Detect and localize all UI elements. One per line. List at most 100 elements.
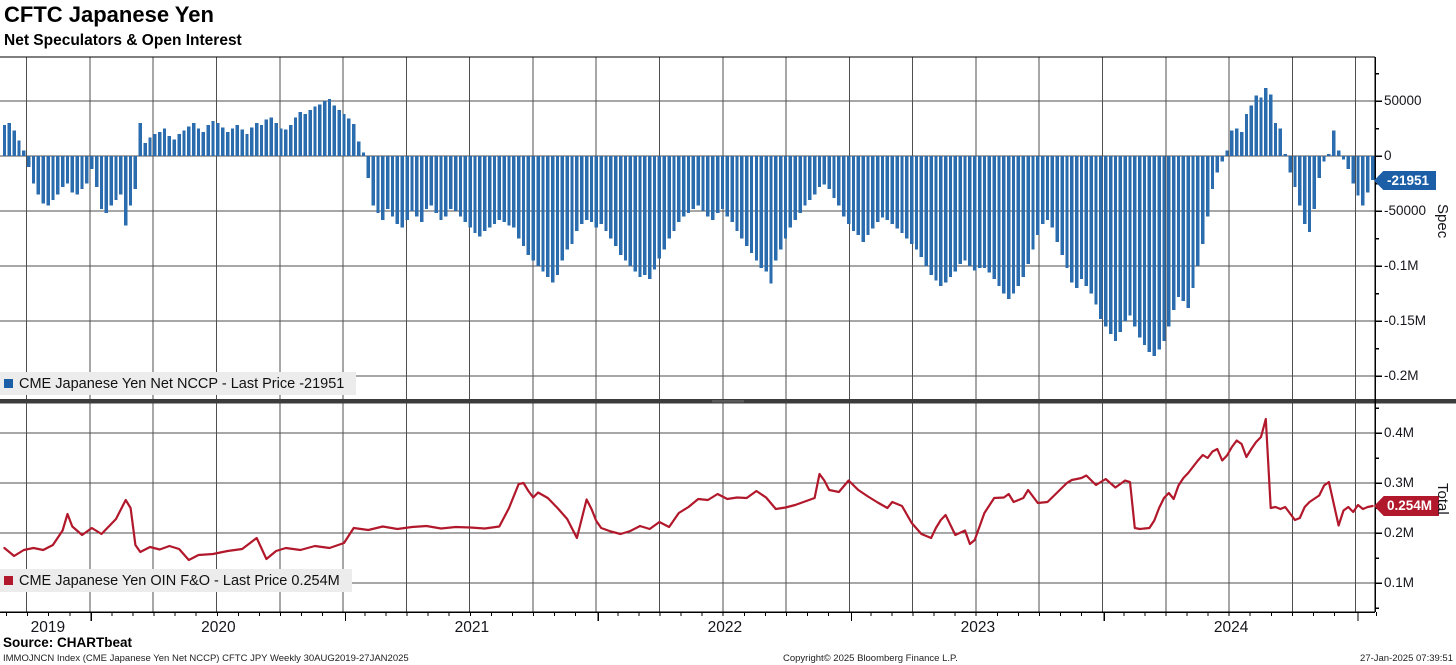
bar-week: [1147, 156, 1152, 352]
bar-week: [390, 156, 395, 217]
bar-week: [259, 125, 264, 156]
bar-week: [284, 129, 288, 156]
bar-week: [148, 137, 152, 156]
open-interest-line[interactable]: [3, 417, 1374, 562]
bar-week: [929, 156, 933, 275]
bar-week: [250, 127, 254, 156]
source-label: Source: CHARTbeat: [3, 635, 133, 650]
bar-week: [1283, 153, 1287, 156]
bar-week: [735, 156, 739, 231]
bar-week: [696, 156, 700, 206]
bar-week: [264, 119, 269, 156]
bar-week: [507, 156, 511, 226]
legend-spec[interactable]: CME Japanese Yen Net NCCP - Last Price -…: [0, 372, 357, 395]
bar-week: [41, 156, 45, 204]
bar-week: [162, 128, 167, 156]
bar-week: [458, 156, 463, 217]
bar-week: [948, 156, 953, 277]
bar-week: [618, 156, 623, 255]
legend-total[interactable]: CME Japanese Yen OIN F&O - Last Price 0.…: [0, 569, 352, 592]
bar-week: [536, 156, 540, 266]
bar-week: [1220, 156, 1224, 162]
bar-week: [1293, 156, 1297, 187]
bar-week: [1128, 156, 1132, 316]
bar-week: [1322, 156, 1326, 162]
bar-week: [1196, 156, 1200, 266]
x-year-label: 2022: [707, 619, 743, 636]
bar-week: [1351, 156, 1355, 184]
bar-week: [517, 156, 521, 239]
bar-week: [1011, 156, 1016, 294]
bar-week: [386, 156, 390, 209]
bar-week: [487, 156, 492, 228]
bar-week: [715, 156, 720, 214]
y-tick-label: 0.3M: [1384, 475, 1415, 490]
bar-week: [725, 156, 729, 217]
bar-week: [158, 131, 162, 156]
bar-week: [749, 156, 754, 253]
x-year-label: 2023: [960, 619, 996, 636]
net-position-bars[interactable]: [2, 87, 1375, 357]
bar-week: [318, 104, 322, 156]
bar-week: [871, 156, 875, 229]
bar-week: [201, 131, 206, 156]
bar-week: [866, 156, 870, 236]
bar-week: [846, 156, 851, 225]
bar-week: [1288, 156, 1292, 173]
bar-week: [1249, 105, 1253, 156]
bar-week: [1210, 156, 1215, 189]
bar-week: [774, 156, 778, 261]
bar-week: [352, 124, 356, 156]
x-year-label: 2024: [1213, 619, 1249, 636]
bar-week: [977, 156, 982, 269]
bar-week: [439, 156, 443, 220]
bar-week: [99, 156, 104, 209]
bar-week: [1079, 156, 1084, 280]
bar-week: [444, 156, 448, 217]
last-price-badge-total: 0.254M: [1374, 496, 1440, 516]
y-tick-label: 0.4M: [1384, 425, 1415, 440]
bar-week: [1278, 128, 1283, 156]
ticker-info: IMMOJNCN Index (CME Japanese Yen Net NCC…: [3, 653, 409, 664]
bar-week: [711, 156, 715, 220]
bar-week: [1138, 156, 1142, 338]
bar-week: [424, 156, 429, 209]
bar-week: [478, 156, 482, 237]
bar-week: [85, 156, 89, 184]
bar-week: [555, 156, 560, 275]
bar-week: [361, 152, 366, 156]
bar-week: [560, 156, 565, 261]
legend-swatch-blue-icon: [4, 379, 13, 388]
bar-week: [822, 156, 827, 185]
bar-week: [1152, 156, 1156, 357]
x-year-label: 2020: [201, 619, 236, 636]
bar-week: [342, 114, 346, 156]
bar-week: [298, 112, 303, 156]
bar-week: [565, 156, 569, 250]
bar-week: [900, 156, 904, 233]
timestamp: 27-Jan-2025 07:39:51: [1360, 653, 1453, 664]
divider-drag-handle-icon[interactable]: [712, 400, 744, 403]
bar-week: [395, 156, 400, 225]
bar-week: [667, 156, 671, 239]
bar-week: [958, 156, 962, 264]
bar-week: [1361, 156, 1365, 206]
bar-week: [589, 156, 594, 222]
page-subtitle: Net Speculators & Open Interest: [4, 32, 242, 49]
bar-week: [7, 123, 11, 156]
bar-week: [128, 156, 133, 206]
bar-week: [453, 156, 458, 211]
bar-week: [245, 134, 249, 156]
bar-week: [143, 142, 147, 156]
bar-week: [497, 156, 501, 220]
bar-week: [1002, 156, 1006, 294]
bar-week: [172, 139, 176, 156]
bar-week: [1235, 128, 1239, 156]
bar-week: [468, 156, 472, 228]
bar-week: [657, 156, 662, 259]
bar-week: [730, 156, 734, 222]
y-tick-label: -0.15M: [1384, 313, 1427, 328]
bar-week: [1142, 156, 1147, 346]
bar-week: [332, 105, 337, 156]
